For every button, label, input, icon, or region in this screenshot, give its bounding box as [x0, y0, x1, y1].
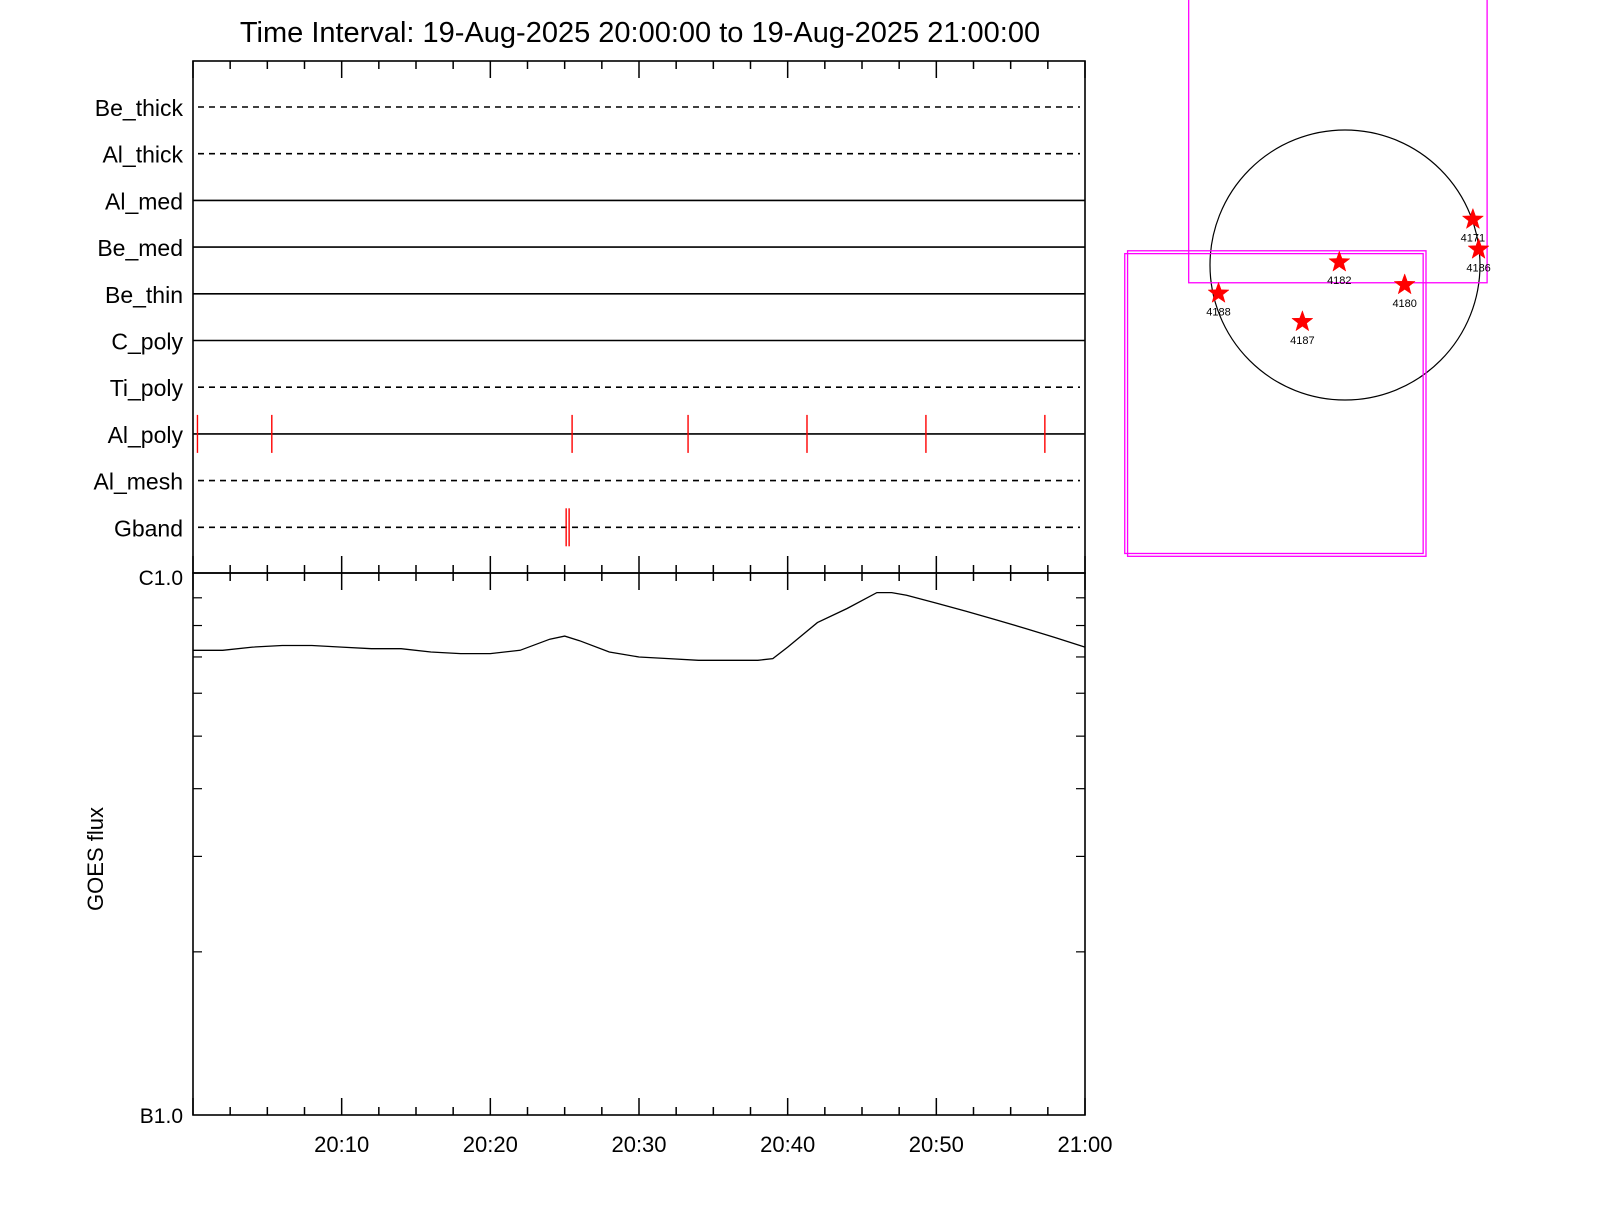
x-tick-label: 20:20	[463, 1132, 518, 1157]
active-region-label: 4180	[1392, 298, 1416, 310]
active-region-star-icon	[1467, 237, 1490, 259]
active-region-star-icon	[1207, 281, 1230, 303]
active-region-label: 4171	[1461, 233, 1485, 245]
active-region-label: 4186	[1466, 262, 1490, 274]
filter-label-al-poly: Al_poly	[108, 422, 184, 448]
filter-label-c-poly: C_poly	[111, 329, 183, 355]
filter-label-al-thick: Al_thick	[102, 142, 183, 168]
x-tick-label: 20:30	[611, 1132, 666, 1157]
active-region-label: 4182	[1327, 275, 1351, 287]
filter-label-be-med: Be_med	[97, 235, 183, 261]
x-tick-label: 20:50	[909, 1132, 964, 1157]
active-region-label: 4187	[1290, 335, 1314, 347]
filter-label-al-mesh: Al_mesh	[94, 469, 183, 495]
solar-disk-map: 4171 4186 4182 4180 4188 4187	[1124, 0, 1491, 557]
field-of-view-box	[1188, 0, 1488, 284]
active-region-label: 4188	[1206, 306, 1230, 318]
filter-label-gband: Gband	[114, 515, 183, 541]
filter-label-al-med: Al_med	[105, 188, 183, 214]
timeline-frame	[192, 60, 1086, 574]
active-region-star-icon	[1328, 250, 1351, 272]
solar-limb	[1209, 129, 1481, 401]
field-of-view-box	[1124, 252, 1424, 555]
active-region-star-icon	[1393, 273, 1416, 295]
plot-title: Time Interval: 19-Aug-2025 20:00:00 to 1…	[240, 17, 1040, 49]
y-axis-label: GOES flux	[83, 807, 108, 911]
goes-flux-panel: C1.0 B1.0 GOES flux 20:10 20:20 20:30 20:40 20:…	[83, 567, 1113, 1157]
x-tick-label: 20:40	[760, 1132, 815, 1157]
active-region-star-icon	[1461, 207, 1485, 229]
filter-label-ti-poly: Ti_poly	[110, 375, 184, 401]
y-tick-label-c1: C1.0	[139, 567, 183, 590]
filter-label-be-thin: Be_thin	[105, 282, 183, 308]
filter-label-be-thick: Be_thick	[95, 95, 184, 121]
x-tick-label: 21:00	[1057, 1132, 1112, 1157]
goes-frame	[192, 572, 1086, 1116]
goes-flux-line	[193, 591, 1086, 661]
x-tick-label: 20:10	[314, 1132, 369, 1157]
active-region-star-icon	[1291, 310, 1314, 332]
field-of-view-box	[1126, 250, 1427, 557]
filter-timeline-panel: Be_thick Al_thick Al_med Be_med Be_thin C_pol…	[94, 60, 1086, 574]
y-tick-label-b1: B1.0	[140, 1105, 183, 1128]
